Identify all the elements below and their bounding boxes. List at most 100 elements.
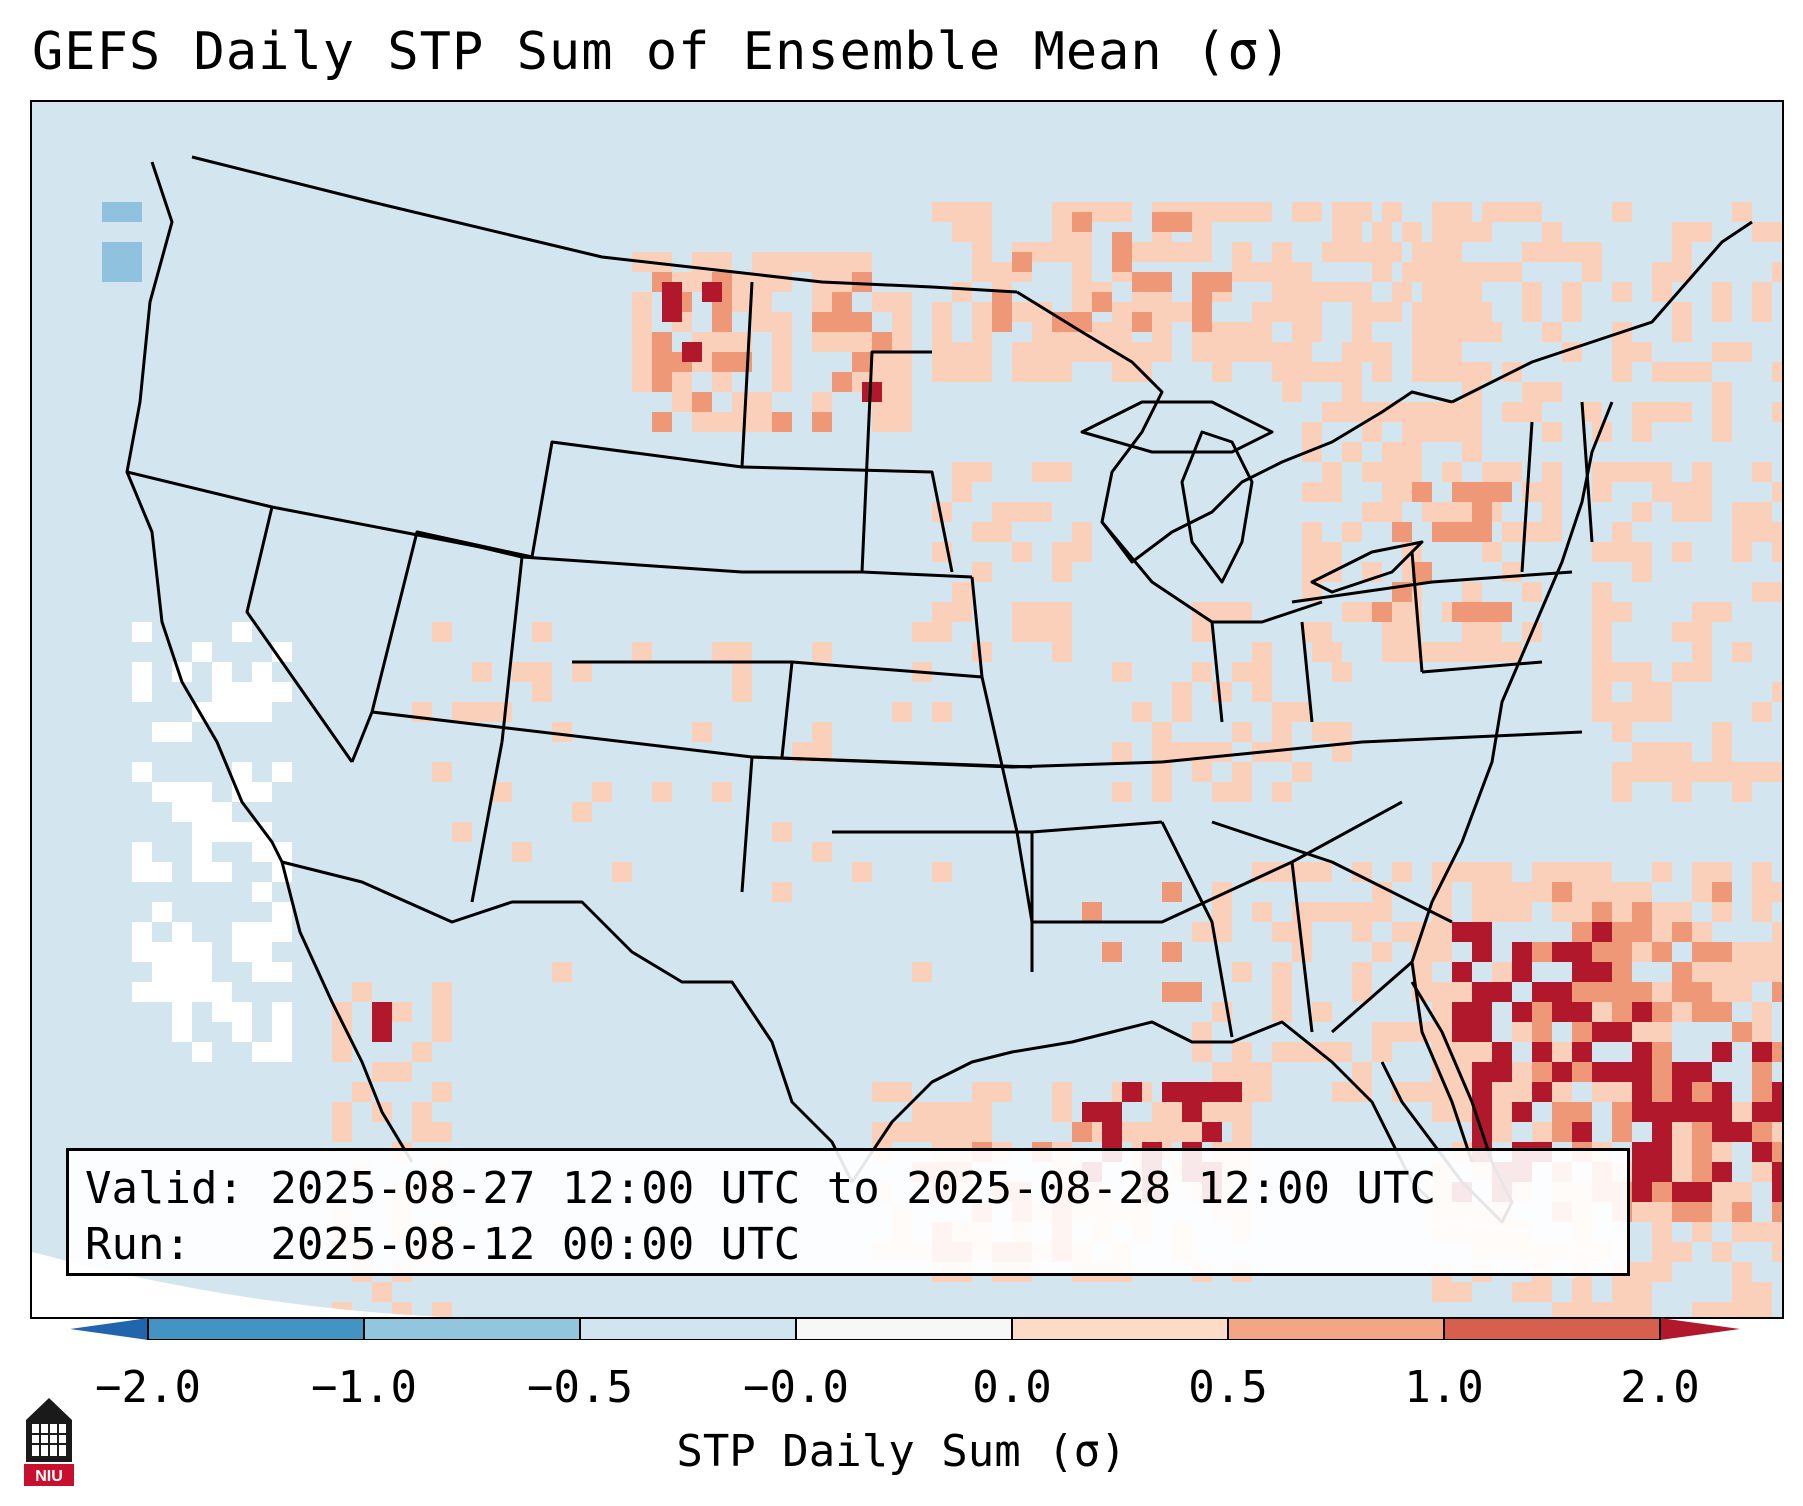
anomaly-cell [192,862,212,882]
anomaly-cell [1652,922,1672,942]
anomaly-cell [1712,1202,1732,1222]
anomaly-cell [1712,882,1732,902]
anomaly-cell [1572,1282,1592,1302]
anomaly-cell [1162,982,1182,1002]
anomaly-cell [1472,302,1492,322]
anomaly-cell [972,262,992,282]
anomaly-cell [1372,882,1392,902]
anomaly-cell [212,702,232,722]
anomaly-cell [1712,902,1732,922]
anomaly-cell [1072,542,1092,562]
anomaly-cell [1592,602,1612,622]
anomaly-cell [1452,982,1472,1002]
anomaly-cell [1772,1082,1782,1102]
anomaly-cell [1312,362,1332,382]
anomaly-cell [1232,722,1252,742]
anomaly-cell [1252,302,1272,322]
anomaly-cell [1712,282,1732,302]
lake-erie [1310,540,1424,594]
anomaly-cell [1232,242,1252,262]
anomaly-cell [1232,1042,1252,1062]
anomaly-cell [1592,662,1612,682]
anomaly-cell [1132,1122,1152,1142]
anomaly-cell [1372,942,1392,962]
anomaly-cell [1392,1022,1412,1042]
anomaly-cell [1732,502,1752,522]
anomaly-cell [1712,1242,1732,1262]
niu-logo-text: NIU [35,1468,63,1485]
anomaly-cell [1572,1122,1592,1142]
anomaly-cell [1712,602,1732,622]
anomaly-cell [132,662,152,682]
anomaly-cell [1772,1102,1782,1122]
anomaly-cell [572,662,592,682]
anomaly-cell [1572,1042,1592,1062]
anomaly-cell [972,522,992,542]
anomaly-cell [132,922,152,942]
anomaly-cell [1052,642,1072,662]
anomaly-cell [1512,1022,1532,1042]
anomaly-cell [1132,702,1152,722]
anomaly-cell [1172,242,1192,262]
anomaly-cell [1272,982,1292,1002]
state-line [1300,621,1314,723]
anomaly-cell [1492,1122,1512,1142]
anomaly-cell [1652,1142,1672,1162]
anomaly-cell [1372,1022,1392,1042]
anomaly-cell [1382,622,1402,642]
anomaly-cell [1302,542,1322,562]
anomaly-cell [932,362,952,382]
anomaly-cell [1572,862,1592,882]
anomaly-cell [1692,1102,1712,1122]
anomaly-cell [1772,882,1782,902]
anomaly-cell [1072,262,1092,282]
anomaly-cell [412,1122,432,1142]
anomaly-cell [1692,1002,1712,1022]
anomaly-cell [1192,312,1212,332]
anomaly-cell [772,412,792,432]
anomaly-cell [1692,1082,1712,1102]
colorbar-tick-label: −0.0 [743,1362,849,1413]
anomaly-cell [652,372,672,392]
anomaly-cell [772,822,792,842]
anomaly-cell [1542,462,1562,482]
anomaly-cell [1122,1082,1142,1102]
anomaly-cell [192,642,212,662]
anomaly-cell [1612,602,1632,622]
anomaly-cell [1752,1222,1772,1242]
anomaly-cell [1252,342,1272,362]
anomaly-cell [1732,1022,1752,1042]
anomaly-cell [1462,262,1482,282]
anomaly-cell [1692,1062,1712,1082]
anomaly-cell [1232,602,1252,622]
anomaly-cell [1752,1022,1772,1042]
anomaly-cell [1522,382,1542,402]
colorbar-segment-1 [148,1318,364,1340]
anomaly-cell [1422,642,1442,662]
anomaly-cell [1352,962,1372,982]
anomaly-cell [1672,1242,1692,1262]
anomaly-cell [1502,522,1522,542]
anomaly-cell [412,1102,432,1122]
anomaly-cell [1692,662,1712,682]
anomaly-cell [1152,742,1172,762]
anomaly-cell [1612,1062,1632,1082]
anomaly-cell [1632,1022,1652,1042]
anomaly-cell [1112,252,1132,272]
anomaly-cell [1422,502,1442,522]
anomaly-cell [512,662,532,682]
anomaly-cell [1482,542,1502,562]
anomaly-cell [932,602,952,622]
anomaly-cell [1272,862,1292,882]
canada-border [191,155,1018,294]
anomaly-cell [1512,1102,1532,1122]
anomaly-cell [1552,902,1572,922]
anomaly-cell [1052,1102,1072,1122]
anomaly-cell [1302,522,1322,542]
anomaly-cell [1592,622,1612,642]
anomaly-cell [1652,762,1672,782]
anomaly-cell [452,702,472,722]
anomaly-cell [1432,982,1452,1002]
anomaly-cell [232,822,252,842]
anomaly-cell [1472,1062,1492,1082]
